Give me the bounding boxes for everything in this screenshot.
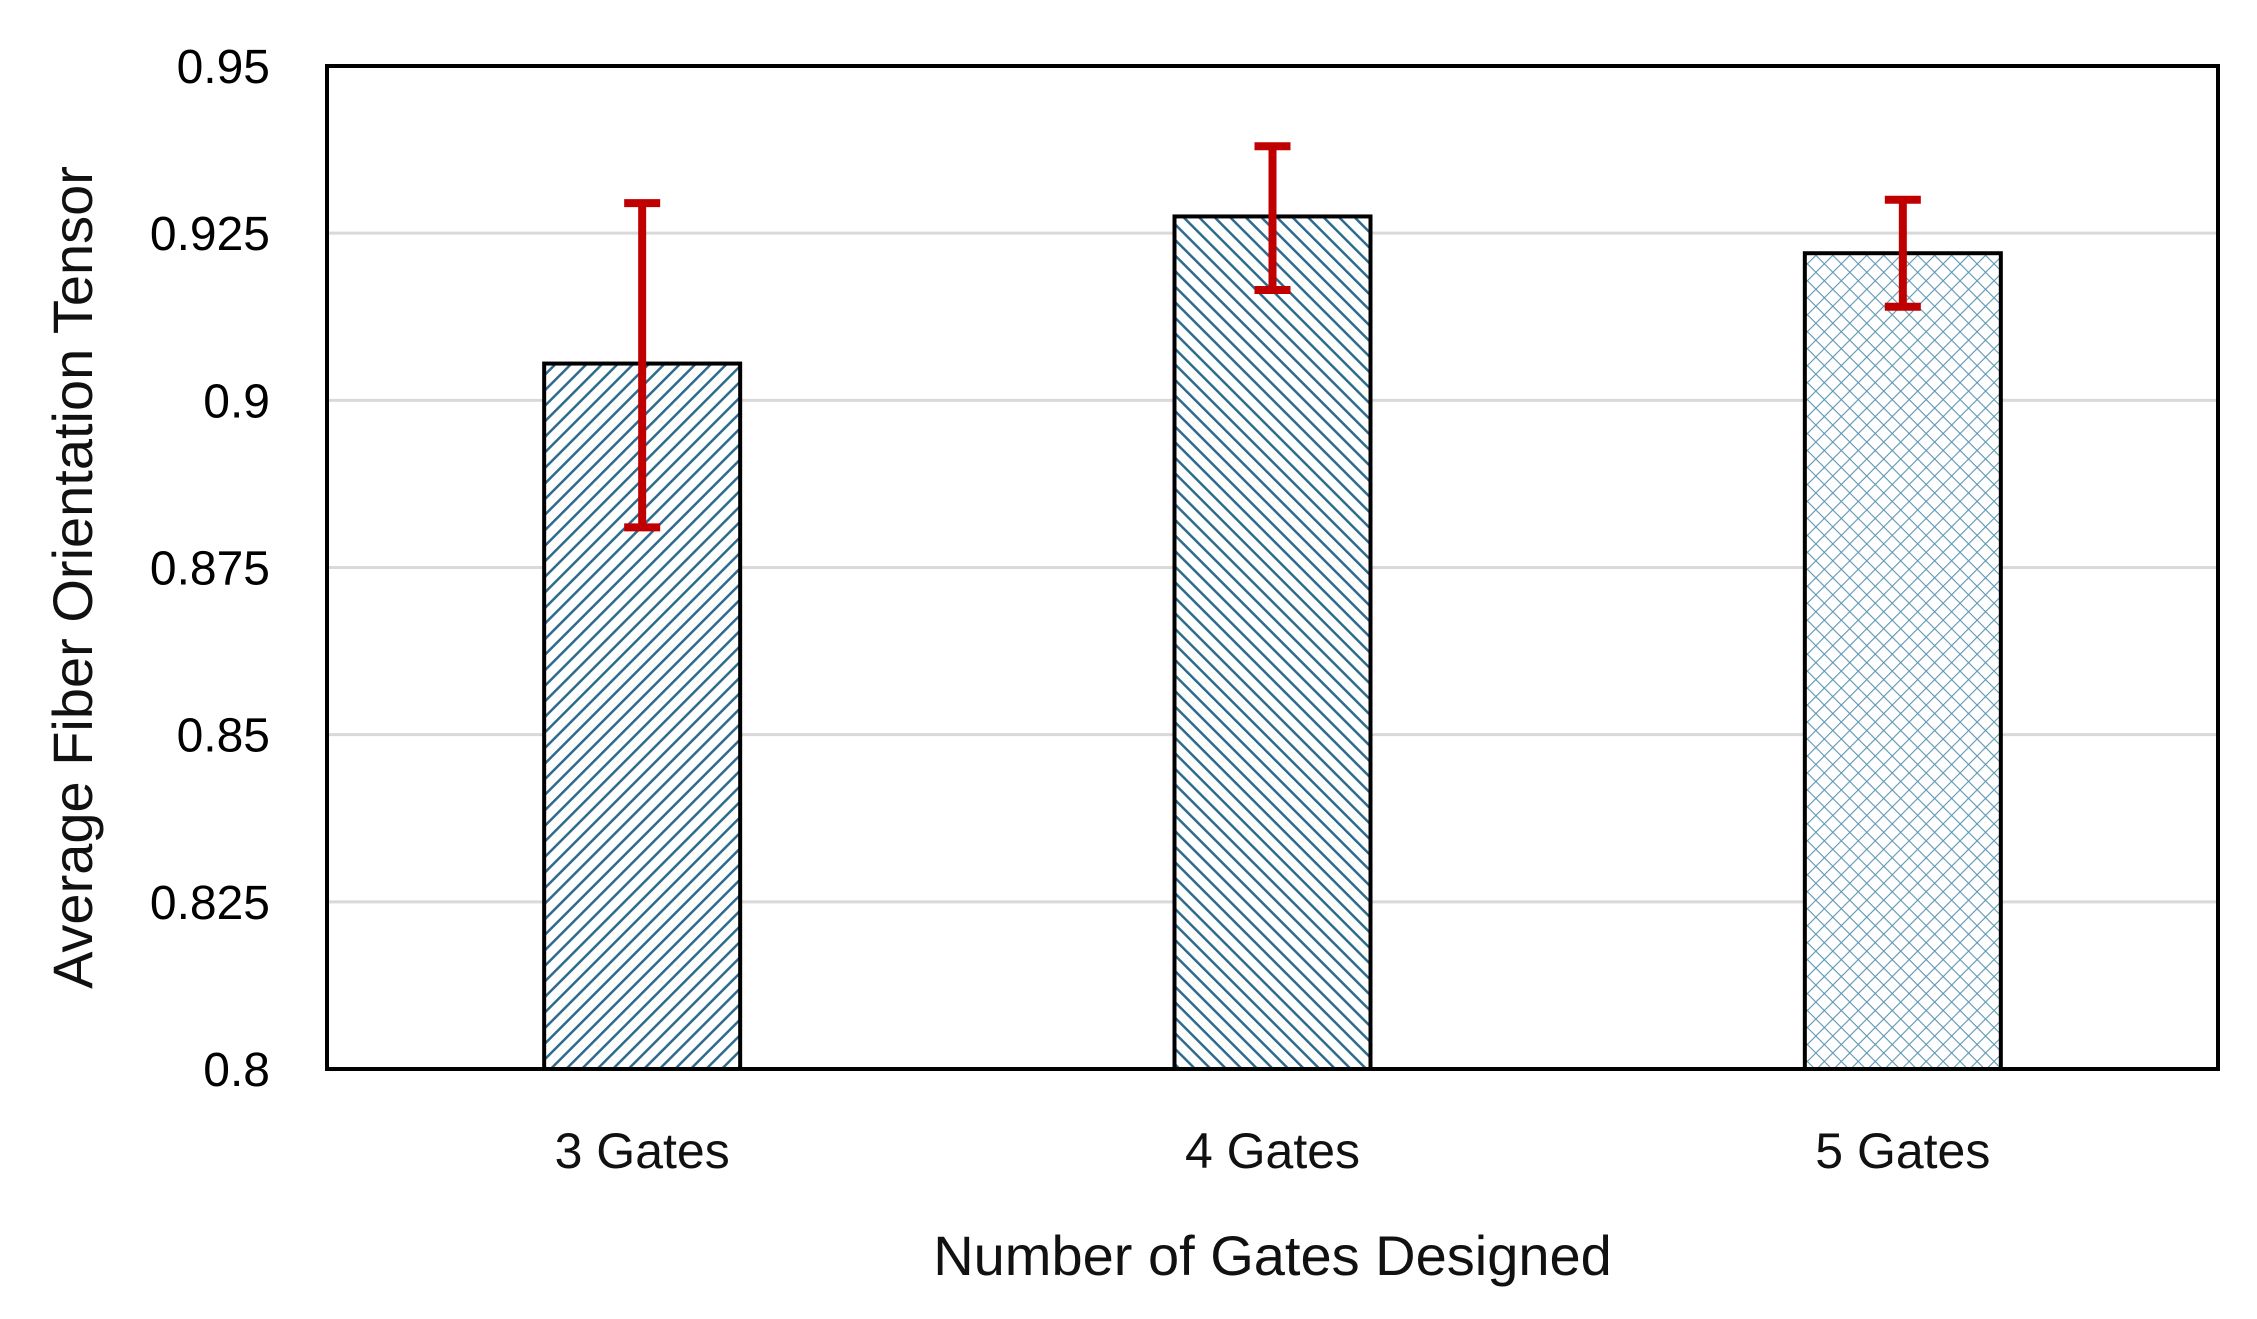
error-bars (624, 142, 1921, 532)
plot-frame (325, 64, 2220, 1071)
x-category-label: 4 Gates (1185, 1123, 1360, 1179)
y-tick-label: 0.9 (203, 375, 270, 428)
y-tick-label: 0.925 (150, 208, 270, 261)
y-axis-title: Average Fiber Orientation Tensor (41, 166, 104, 989)
bar (1172, 214, 1373, 1071)
x-axis-title: Number of Gates Designed (933, 1224, 1612, 1287)
x-category-label: 3 Gates (555, 1123, 730, 1179)
error-bar (1884, 195, 1921, 311)
y-axis-tick-labels: 0.8 0.825 0.85 0.875 0.9 0.925 0.95 (150, 41, 270, 1097)
bar (1802, 251, 2003, 1071)
y-tick-label: 0.95 (177, 41, 270, 94)
x-category-label: 5 Gates (1815, 1123, 1990, 1179)
bars (542, 214, 2003, 1072)
y-tick-label: 0.875 (150, 543, 270, 596)
error-bar (1254, 142, 1291, 295)
error-bar (624, 199, 661, 532)
y-tick-label: 0.85 (177, 710, 270, 763)
y-tick-label: 0.8 (203, 1044, 270, 1097)
x-axis-category-labels: 3 Gates 4 Gates 5 Gates (555, 1123, 1991, 1179)
y-tick-label: 0.825 (150, 877, 270, 930)
